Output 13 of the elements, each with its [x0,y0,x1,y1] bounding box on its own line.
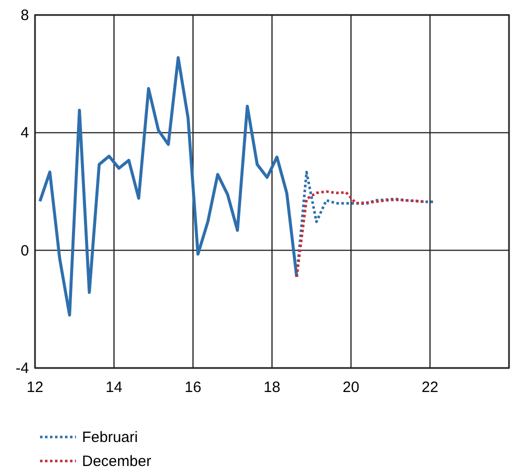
legend-label: Februari [82,429,138,446]
y-tick-label: -4 [16,360,29,377]
y-tick-label: 4 [20,124,29,142]
x-tick-label: 12 [26,379,44,396]
line-series [295,190,426,278]
x-tick-label: 20 [342,379,360,396]
x-tick-label: 18 [264,379,280,396]
x-tick-label: 16 [184,379,202,396]
x-tick-label: 22 [422,379,438,396]
y-tick-label: 8 [20,7,29,24]
legend-label: December [82,453,152,470]
y-tick-label: 0 [20,242,29,260]
x-tick-label: 14 [106,379,122,396]
